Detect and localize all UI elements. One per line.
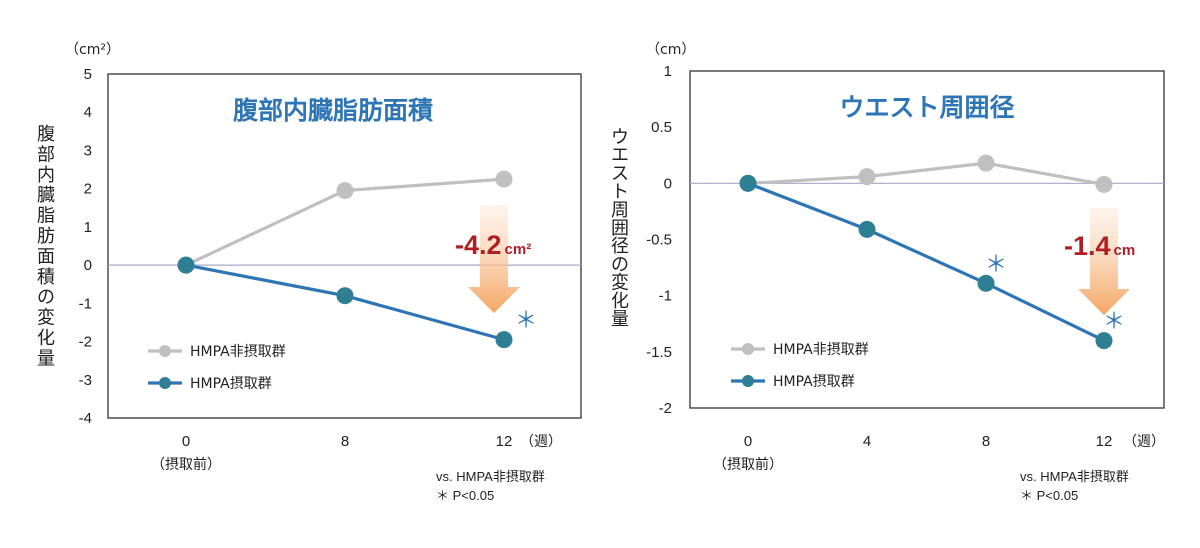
y-axis-title-char: 内 xyxy=(37,165,55,186)
legend-label: HMPA非摂取群 xyxy=(773,342,869,358)
y-tick-label: 0 xyxy=(664,175,672,192)
y-axis-title-char: 径 xyxy=(611,236,629,257)
x-tick-label: 12 xyxy=(1096,433,1113,450)
data-point-control xyxy=(977,154,995,172)
y-axis-title-char: 周 xyxy=(611,200,629,221)
x-tick-sublabel: （摂取前） xyxy=(713,456,783,473)
reduction-arrow xyxy=(468,205,520,313)
footnote-comparison: vs. HMPA非摂取群 xyxy=(1020,469,1129,484)
y-axis-title-char: 囲 xyxy=(611,218,629,239)
data-point-hmpa xyxy=(177,256,195,274)
x-tick-label: 8 xyxy=(341,433,349,450)
y-axis-title-char: 化 xyxy=(37,328,55,349)
plot-frame xyxy=(107,73,582,419)
significance-asterisk: ＊ xyxy=(985,252,1007,277)
data-point-hmpa xyxy=(336,287,354,305)
x-tick-label: 12 xyxy=(496,433,513,450)
legend-marker xyxy=(159,345,171,357)
y-tick-label: -2 xyxy=(79,334,92,351)
y-unit-label: （cm） xyxy=(646,42,695,58)
legend-marker xyxy=(742,375,754,387)
y-axis-title-char: 積 xyxy=(37,267,55,288)
y-tick-label: -4 xyxy=(79,410,92,427)
legend-label: HMPA非摂取群 xyxy=(190,344,286,360)
data-point-hmpa xyxy=(739,174,757,192)
data-point-control xyxy=(1095,175,1113,193)
plot-frame xyxy=(689,70,1165,409)
y-tick-label: 0 xyxy=(84,257,92,274)
y-tick-label: -3 xyxy=(79,372,92,389)
y-tick-label: -1.5 xyxy=(646,344,672,361)
y-axis-title-char: 脂 xyxy=(37,206,55,227)
y-tick-label: 1 xyxy=(664,63,672,80)
x-tick-label: 0 xyxy=(744,433,752,450)
reduction-unit: cm xyxy=(1114,242,1136,259)
y-tick-label: -2 xyxy=(659,400,672,417)
chart-title: 腹部内臓脂肪面積 xyxy=(233,96,433,125)
data-point-hmpa xyxy=(858,220,876,238)
legend-label: HMPA摂取群 xyxy=(773,374,855,390)
y-tick-label: 2 xyxy=(84,181,92,198)
data-point-hmpa xyxy=(495,331,513,349)
y-tick-label: -1 xyxy=(79,295,92,312)
y-axis-title-char: 変 xyxy=(37,308,55,329)
data-point-control xyxy=(336,182,354,200)
series-line-control xyxy=(747,161,1105,187)
y-axis-title-char: 変 xyxy=(611,273,629,294)
y-unit-label: （cm²） xyxy=(65,42,120,58)
chart-title: ウエスト周囲径 xyxy=(839,93,1014,122)
y-axis-title-char: 部 xyxy=(37,144,55,165)
y-axis-title: 腹部内臓脂肪面積の変化量 xyxy=(37,124,55,369)
data-point-hmpa xyxy=(1095,332,1113,350)
y-tick-label: -1 xyxy=(659,288,672,305)
y-axis-title-char: 腹 xyxy=(37,124,55,145)
y-tick-label: 4 xyxy=(84,104,92,121)
y-tick-label: 0.5 xyxy=(651,119,672,136)
data-point-control xyxy=(858,168,876,186)
legend-marker xyxy=(159,377,171,389)
x-tick-sublabel: （摂取前） xyxy=(151,456,221,473)
reduction-unit: cm² xyxy=(505,241,532,258)
y-tick-label: 1 xyxy=(84,219,92,236)
significance-asterisk: ＊ xyxy=(515,309,537,334)
y-axis-title-char: 肪 xyxy=(37,226,55,247)
footnote-comparison: vs. HMPA非摂取群 xyxy=(436,469,545,484)
reduction-annotation: -4.2 cm² xyxy=(455,230,531,260)
y-axis-title-char: 量 xyxy=(611,309,629,330)
significance-asterisk: ＊ xyxy=(1103,310,1125,335)
reduction-arrow xyxy=(1078,208,1130,315)
y-axis-title-char: の xyxy=(611,254,629,275)
x-tick-label: 8 xyxy=(982,433,990,450)
data-point-hmpa xyxy=(977,274,995,292)
y-axis-title-char: 量 xyxy=(37,348,55,369)
x-unit-label: （週） xyxy=(520,434,562,450)
y-axis-title-char: ス xyxy=(611,163,629,184)
y-axis-title-char: 面 xyxy=(37,246,55,267)
y-axis-title-char: ウ xyxy=(611,127,629,148)
y-axis-title-char: ト xyxy=(611,182,629,203)
footnote-significance: ＊ P<0.05 xyxy=(1020,488,1078,503)
y-tick-label: 5 xyxy=(84,66,92,83)
y-axis-title-char: 化 xyxy=(611,291,629,312)
y-axis-title: ウエスト周囲径の変化量 xyxy=(611,127,629,330)
x-tick-label: 4 xyxy=(863,433,871,450)
data-point-control xyxy=(495,170,513,188)
legend-label: HMPA摂取群 xyxy=(190,376,272,392)
x-tick-label: 0 xyxy=(182,433,190,450)
reduction-annotation: -1.4 cm xyxy=(1064,231,1135,261)
legend-marker xyxy=(742,343,754,355)
x-unit-label: （週） xyxy=(1123,434,1165,450)
y-tick-label: -0.5 xyxy=(646,232,672,249)
reduction-value: -1.4 xyxy=(1064,231,1111,261)
reduction-value: -4.2 xyxy=(455,230,502,260)
footnote-significance: ＊ P<0.05 xyxy=(436,488,494,503)
y-axis-title-char: の xyxy=(37,287,55,308)
y-tick-label: 3 xyxy=(84,142,92,159)
y-axis-title-char: エ xyxy=(611,145,629,166)
series-line-hmpa xyxy=(747,181,1105,343)
y-axis-title-char: 臓 xyxy=(37,185,55,206)
